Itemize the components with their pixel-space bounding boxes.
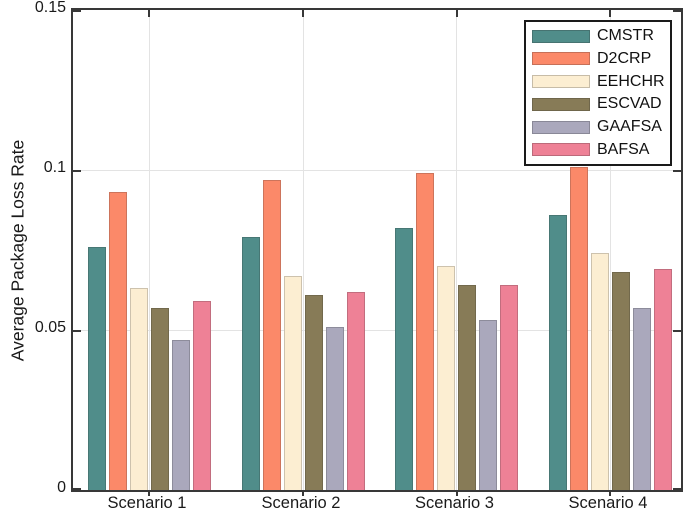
y-tick-mark <box>73 170 81 172</box>
y-tick-label: 0 <box>57 479 66 496</box>
legend-label: BAFSA <box>597 140 650 158</box>
legend-swatch <box>532 52 590 66</box>
x-tick-mark <box>609 10 611 17</box>
x-tick-label: Scenario 4 <box>568 494 648 512</box>
legend-row: GAAFSA <box>526 116 670 139</box>
y-tick-mark <box>673 10 681 12</box>
legend-swatch <box>532 29 590 43</box>
legend-label: ESCVAD <box>597 95 662 113</box>
legend: CMSTR D2CRP EEHCHR ESCVAD GAAFSA BAFSA <box>524 20 672 166</box>
x-tick-mark <box>302 10 304 17</box>
bar <box>590 253 609 490</box>
y-tick-label: 0.05 <box>34 319 66 336</box>
x-tick-mark <box>455 10 458 17</box>
legend-label: EEHCHR <box>597 72 665 90</box>
gridline-vertical <box>148 10 150 490</box>
y-tick-mark <box>73 10 81 12</box>
y-tick-mark <box>73 488 81 490</box>
bar <box>262 179 281 490</box>
bar <box>346 291 365 490</box>
bar <box>129 288 148 490</box>
bar <box>150 307 169 490</box>
x-tick-label: Scenario 2 <box>261 494 341 512</box>
y-tick-mark <box>673 170 681 172</box>
bar <box>611 272 630 490</box>
bar-group <box>548 166 672 490</box>
x-tick-label: Scenario 1 <box>107 494 187 512</box>
y-tick-label: 0.1 <box>43 159 66 176</box>
legend-row: D2CRP <box>526 48 670 71</box>
bar-group <box>395 173 518 490</box>
bar <box>192 301 211 490</box>
x-tick-mark <box>148 10 150 17</box>
legend-swatch <box>532 143 590 157</box>
bar <box>569 166 588 490</box>
gridline-vertical <box>609 10 611 490</box>
gridline-vertical <box>456 10 457 490</box>
legend-row: BAFSA <box>526 138 670 161</box>
bar-group <box>87 192 211 490</box>
y-tick-mark <box>673 488 681 490</box>
legend-swatch <box>532 97 590 111</box>
legend-row: CMSTR <box>526 25 670 48</box>
bar <box>437 266 455 490</box>
bar <box>548 214 567 490</box>
legend-label: GAAFSA <box>597 118 662 135</box>
bar <box>500 285 518 490</box>
bar <box>171 339 190 490</box>
y-tick-label: 0.15 <box>34 0 66 16</box>
bar <box>479 320 497 490</box>
bar <box>87 246 106 490</box>
x-tick-label: Scenario 3 <box>415 494 494 512</box>
legend-row: EEHCHR <box>526 70 670 93</box>
bar <box>653 269 672 490</box>
bar <box>283 275 302 490</box>
bar <box>632 307 651 490</box>
bar <box>325 326 344 490</box>
bar <box>416 173 434 490</box>
y-tick-mark <box>673 330 681 332</box>
x-tick-mark <box>609 492 611 496</box>
bar <box>458 285 476 490</box>
bar <box>304 294 323 490</box>
bar <box>241 237 260 490</box>
x-tick-mark <box>148 492 150 496</box>
legend-swatch <box>532 75 590 89</box>
y-tick-mark <box>73 330 81 332</box>
bar-group <box>241 179 365 490</box>
gridline-horizontal <box>73 330 681 331</box>
bar <box>395 227 413 490</box>
x-tick-mark <box>302 492 304 496</box>
gridline-horizontal <box>73 170 681 171</box>
legend-swatch <box>532 120 590 134</box>
gridline-vertical <box>302 10 304 490</box>
bar <box>108 192 127 490</box>
legend-label: D2CRP <box>597 49 652 67</box>
legend-row: ESCVAD <box>526 93 670 116</box>
legend-label: CMSTR <box>597 27 654 45</box>
x-tick-mark <box>455 492 458 496</box>
